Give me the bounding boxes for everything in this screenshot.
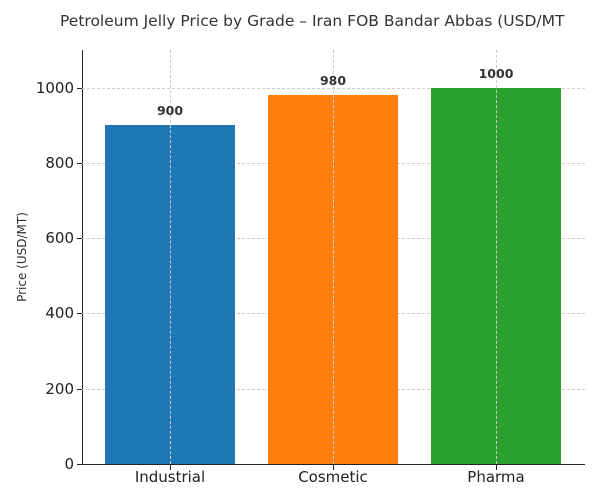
- y-tick-mark: [77, 464, 82, 465]
- x-axis-spine: [82, 463, 585, 465]
- y-tick-label: 0: [64, 455, 74, 473]
- y-tick-mark: [77, 162, 82, 164]
- data-label: 980: [319, 73, 347, 89]
- y-tick-mark: [77, 238, 82, 240]
- x-tick-label: Industrial: [134, 468, 206, 486]
- y-tick-label: 800: [45, 153, 74, 172]
- x-tick-mark: [496, 465, 497, 470]
- x-tick-mark: [333, 465, 334, 470]
- data-label: 1000: [478, 65, 514, 81]
- y-axis-spine: [82, 50, 84, 464]
- x-tick-label: Cosmetic: [298, 468, 368, 486]
- x-gridline: [496, 50, 497, 464]
- y-tick-label: 400: [45, 304, 74, 323]
- y-tick-mark: [77, 388, 82, 390]
- plot-area: 0 200 400 600 800 1000 900 Industrial 980 Cosmeti…: [36, 50, 585, 486]
- chart-title: Petroleum Jelly Price by Grade – Iran FO…: [60, 12, 565, 30]
- x-gridline: [170, 50, 171, 464]
- y-tick-label: 600: [45, 229, 74, 248]
- x-tick-label: Pharma: [467, 468, 525, 486]
- x-gridline: [333, 50, 334, 464]
- data-label: 900: [156, 103, 184, 119]
- y-axis-label: Price (USD/MT): [15, 212, 29, 302]
- y-tick-mark: [77, 87, 82, 89]
- x-tick-mark: [170, 465, 171, 470]
- y-tick-label: 1000: [35, 78, 74, 97]
- y-tick-label: 200: [45, 379, 74, 398]
- y-tick-mark: [77, 313, 82, 315]
